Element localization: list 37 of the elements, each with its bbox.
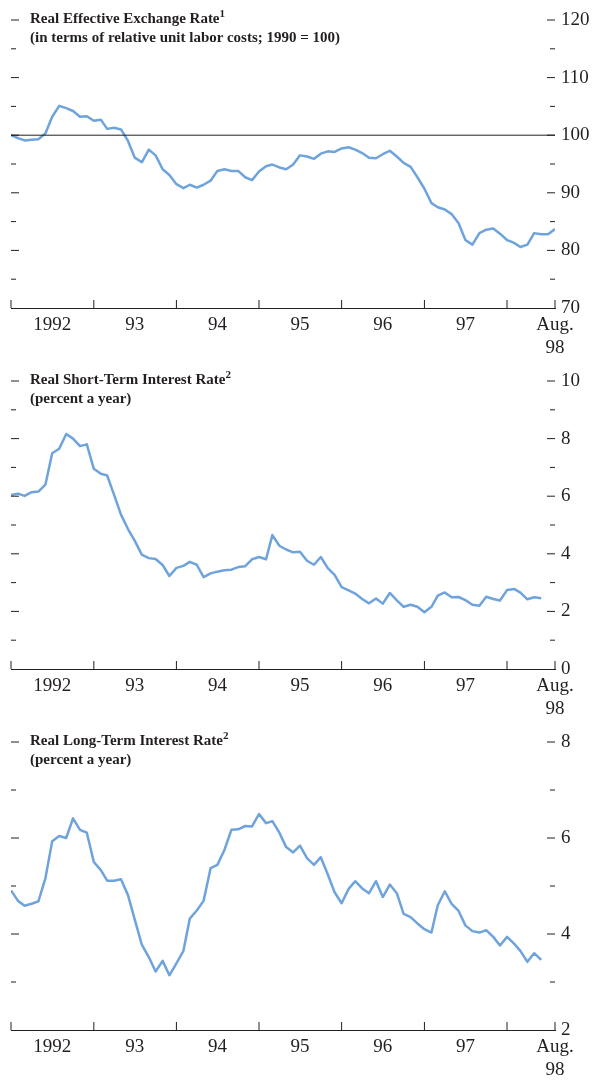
x-tick-label: 95: [290, 313, 310, 335]
y-tick-label: 4: [561, 541, 571, 563]
x-tick-label: 95: [290, 1035, 310, 1057]
y-tick-label: 8: [561, 426, 571, 448]
x-tick-label: 96: [373, 313, 393, 335]
text: (in terms of relative unit labor costs; 1990 = 100): [30, 29, 341, 45]
x-tick-label: 96: [373, 1035, 393, 1057]
x-tick-label: 97: [455, 1035, 475, 1057]
chart-title: Real Short-Term Interest Rate$^{2}$: [30, 368, 231, 387]
y-tick-label: 4: [561, 921, 571, 943]
x-tick-label: 96: [373, 674, 393, 696]
chart-title: Real Effective Exchange Rate$^{1}$: [30, 7, 226, 26]
x-tick-label: 93: [125, 1035, 145, 1057]
y-tick-label: 80: [561, 238, 580, 260]
x-tick-label: 94: [207, 313, 228, 335]
x-tick-label: 95: [290, 674, 310, 696]
y-tick-label: 6: [561, 825, 571, 847]
x-tick-label: 97: [455, 674, 475, 696]
y-tick-label: 6: [561, 484, 571, 506]
text: (percent a year): [30, 390, 132, 406]
y-tick-label: 100: [561, 123, 590, 145]
chart-title: Real Long-Term Interest Rate$^{2}$: [30, 729, 229, 748]
x-tick-label: 94: [207, 674, 228, 696]
y-tick-label: 10: [561, 368, 580, 390]
x-tick-label: 94: [207, 1035, 228, 1057]
y-tick-label: 2: [561, 599, 571, 621]
x-tick-label: 1992: [33, 1035, 72, 1057]
x-tick-label: 93: [125, 313, 145, 335]
x-tick-label: 1992: [33, 313, 72, 335]
y-tick-label: 90: [561, 180, 580, 202]
x-tick-label: 1992: [33, 674, 72, 696]
text: (percent a year): [30, 751, 132, 767]
x-tick-label: 93: [125, 674, 145, 696]
y-tick-label: 110: [561, 65, 589, 87]
y-tick-label: 8: [561, 729, 571, 751]
y-tick-label: 120: [561, 7, 590, 29]
x-tick-label: 97: [455, 313, 475, 335]
